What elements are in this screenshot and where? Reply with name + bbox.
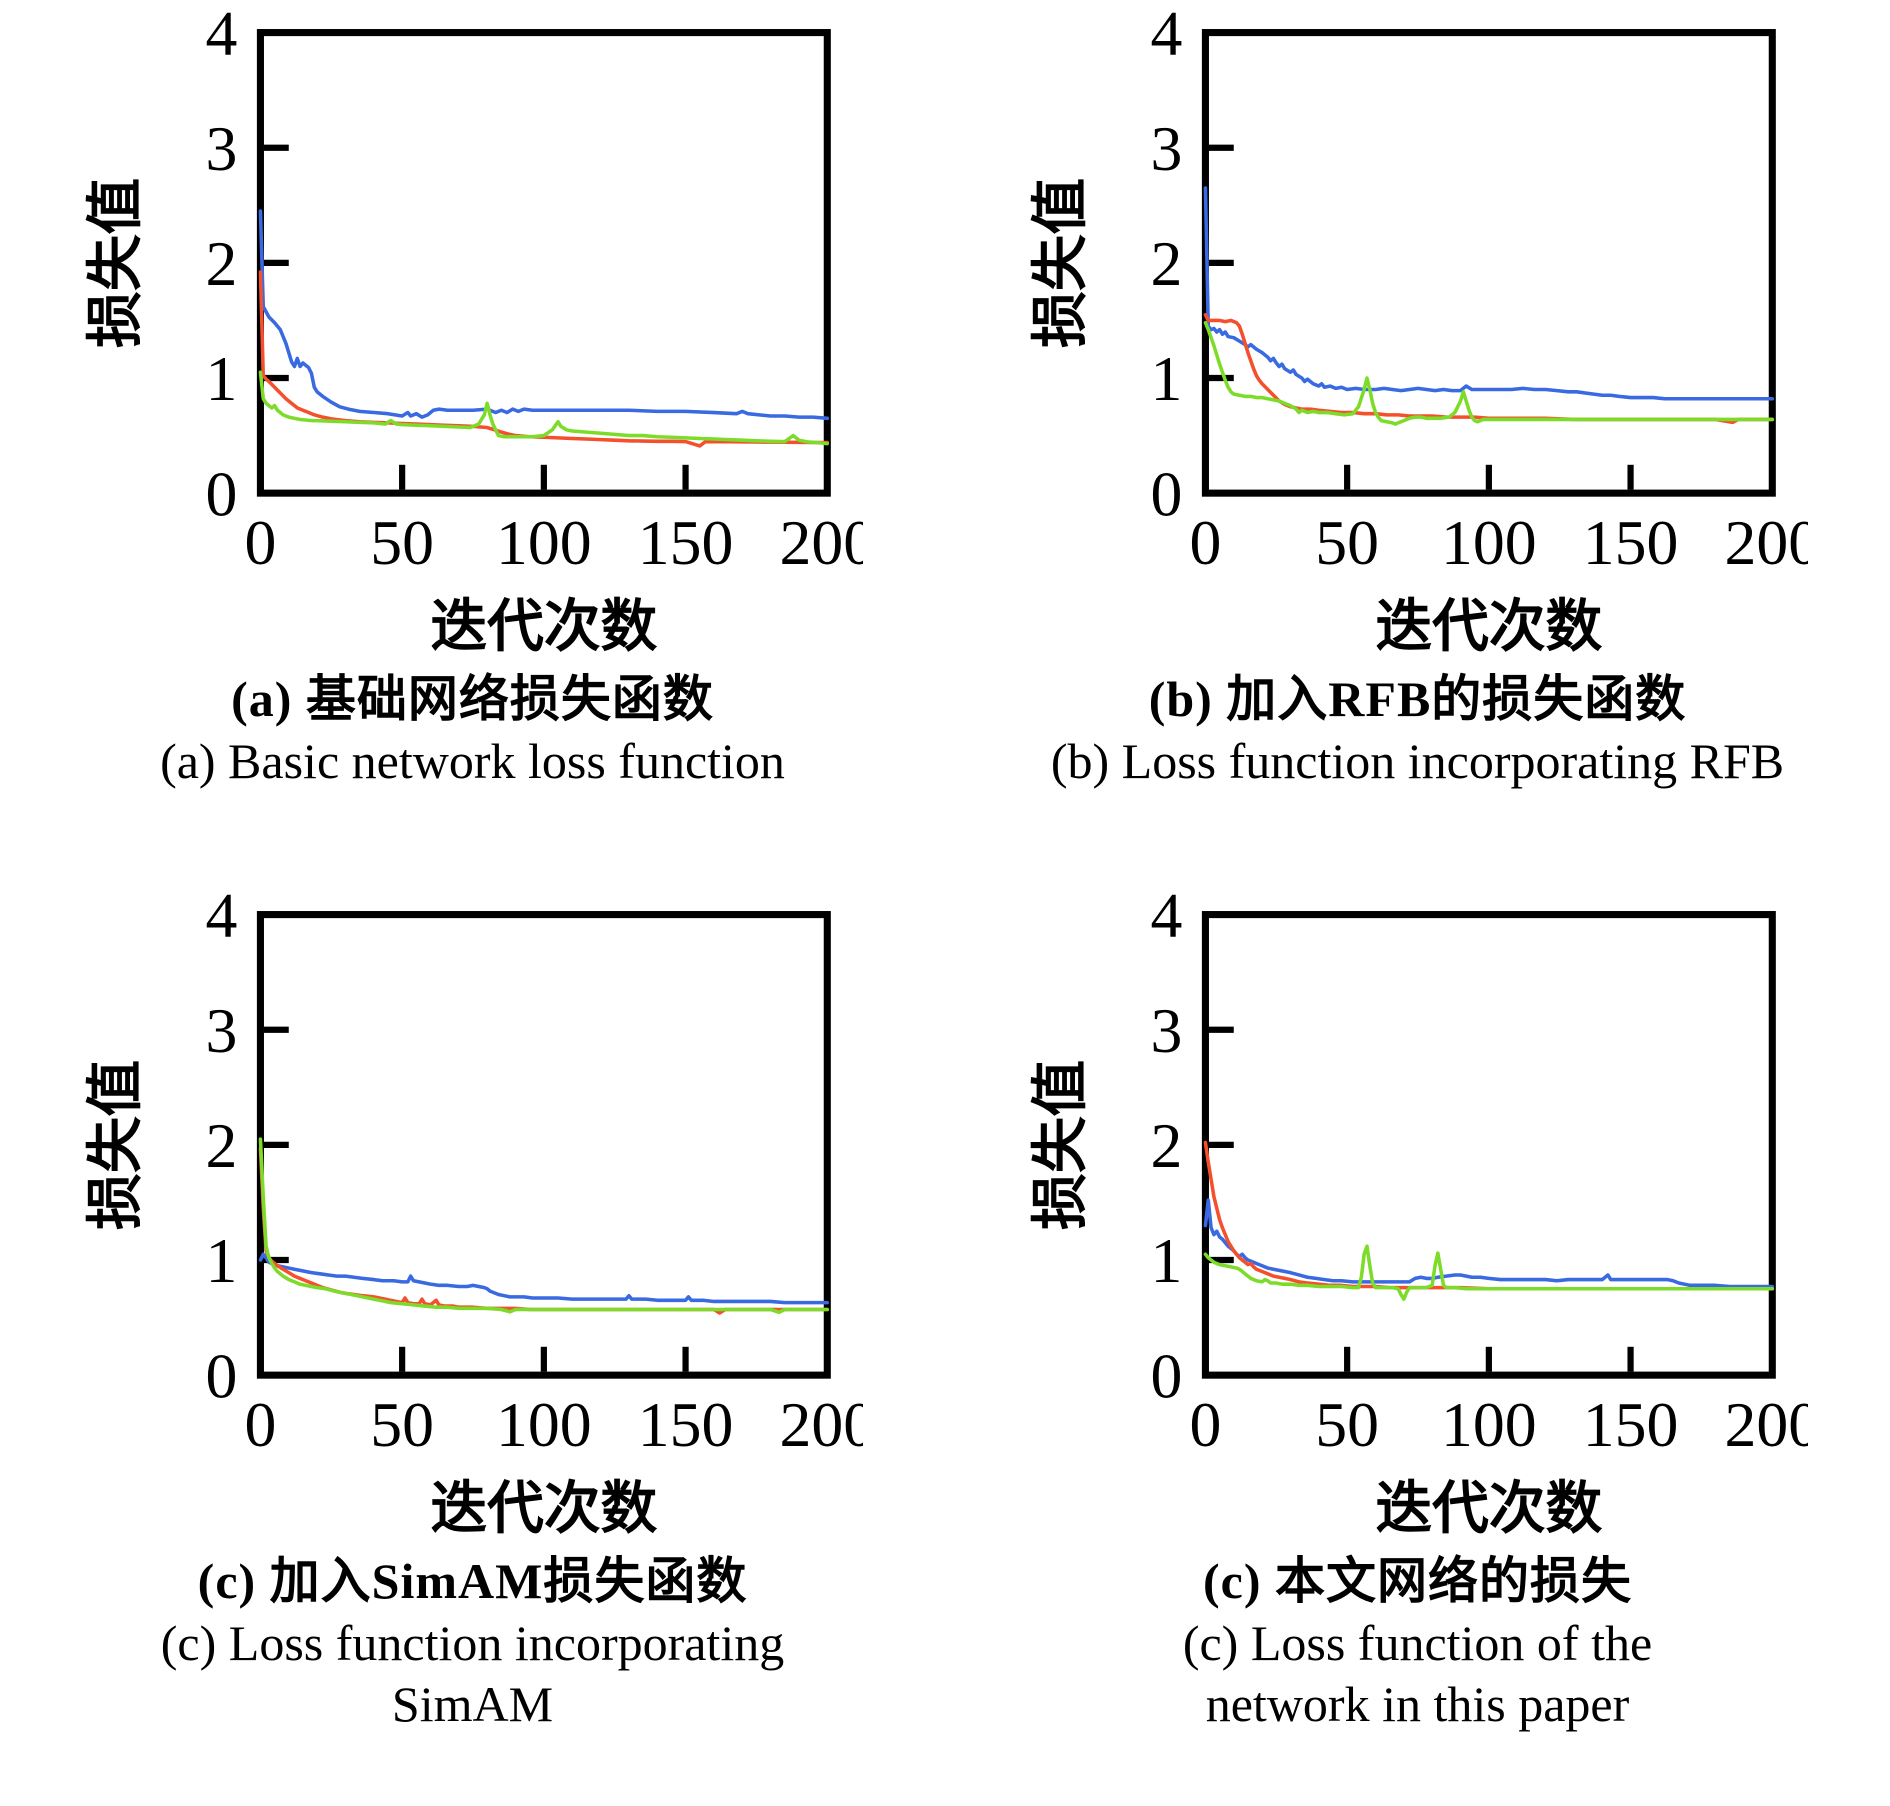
y-tick-label: 2 [1150,228,1182,299]
x-axis-label: 迭代次数 [1375,1477,1602,1539]
caption-b: (b) 加入RFB的损失函数 (b) Loss function incorpo… [945,667,1890,792]
x-tick-label: 200 [1724,507,1808,578]
y-tick-label: 3 [1150,995,1182,1066]
blue-loss-curve [258,1252,829,1305]
caption-d-en-line1: (c) Loss function of the [1182,1615,1653,1671]
caption-a-en-line1: (a) Basic network loss function [160,733,785,789]
loss-chart-a: 0 50 100 150 200 0 1 2 3 4 迭代次数 损失值 [84,6,863,657]
panel-d: 0 50 100 150 200 0 1 2 3 4 迭代次数 损失值 (c) 本文网络的损失 (c)… [945,888,1890,1735]
x-tick-label: 50 [370,1389,434,1460]
plot-frame [256,29,831,497]
plot-frame [1201,911,1776,1379]
y-tick-label: 2 [205,1110,237,1181]
green-loss-curve [258,370,829,446]
y-axis-label: 损失值 [1029,1060,1092,1230]
caption-d-en-line2: network in this paper [1205,1676,1630,1732]
y-axis-label: 损失值 [84,1060,147,1230]
x-tick-label: 0 [1189,1389,1221,1460]
x-axis-label: 迭代次数 [430,1477,657,1539]
y-axis-label: 损失值 [1029,178,1092,348]
y-tick-label: 0 [1150,1340,1182,1411]
loss-chart-c: 0 50 100 150 200 0 1 2 3 4 迭代次数 损失值 [84,888,863,1539]
caption-b-en-line1: (b) Loss function incorporating RFB [1050,733,1785,789]
x-tick-label: 200 [779,507,863,578]
x-tick-label: 100 [496,1389,592,1460]
blue-loss-curve [1203,1198,1774,1289]
x-tick-label: 150 [1582,1389,1678,1460]
y-tick-label: 1 [205,343,237,414]
x-tick-label: 50 [370,507,434,578]
x-tick-label: 150 [637,507,733,578]
y-tick-label: 4 [1150,6,1182,69]
caption-d: (c) 本文网络的损失 (c) Loss function of the net… [945,1549,1890,1735]
x-tick-label: 50 [1315,507,1379,578]
x-axis-label: 迭代次数 [1375,595,1602,657]
green-loss-curve [1203,320,1774,426]
panel-c: 0 50 100 150 200 0 1 2 3 4 迭代次数 损失值 (c) 加入SimAM损失函数… [0,888,945,1735]
y-tick-label: 0 [205,1340,237,1411]
x-tick-label: 0 [244,1389,276,1460]
y-tick-label: 2 [205,228,237,299]
y-tick-label: 1 [1150,343,1182,414]
caption-b-zh: (b) 加入RFB的损失函数 [1148,671,1687,727]
plot-frame [256,911,831,1379]
blue-loss-curve [258,209,829,421]
y-tick-label: 4 [205,888,237,951]
panel-b: 0 50 100 150 200 0 1 2 3 4 迭代次数 损失值 (b) 加入RFB的损失函数 … [945,6,1890,792]
caption-a: (a) 基础网络损失函数 (a) Basic network loss func… [0,667,945,792]
green-loss-curve [1203,1244,1774,1301]
x-tick-label: 200 [779,1389,863,1460]
caption-c-zh: (c) 加入SimAM损失函数 [197,1553,748,1609]
y-tick-label: 3 [1150,113,1182,184]
loss-curves-figure: 05010015020001234迭代次数损失值 (a) 基础网络损失函数 (a… [0,6,1890,1735]
loss-chart-b: 0 50 100 150 200 0 1 2 3 4 迭代次数 损失值 [1029,6,1808,657]
y-tick-label: 2 [1150,1110,1182,1181]
x-tick-label: 150 [1582,507,1678,578]
x-tick-label: 0 [244,507,276,578]
x-tick-label: 200 [1724,1389,1808,1460]
caption-c: (c) 加入SimAM损失函数 (c) Loss function incorp… [0,1549,945,1735]
plot-frame [1201,29,1776,497]
caption-d-zh: (c) 本文网络的损失 [1203,1553,1632,1609]
y-tick-label: 1 [205,1225,237,1296]
red-loss-curve [258,270,829,448]
y-axis-label: 损失值 [84,178,147,348]
x-tick-label: 0 [1189,507,1221,578]
x-tick-label: 100 [496,507,592,578]
y-tick-label: 3 [205,995,237,1066]
red-loss-curve [258,1146,829,1315]
y-tick-label: 1 [1150,1225,1182,1296]
caption-a-zh: (a) 基础网络损失函数 [231,671,714,727]
x-tick-label: 100 [1441,507,1537,578]
y-tick-label: 4 [1150,888,1182,951]
green-loss-curve [258,1137,829,1315]
y-tick-label: 0 [205,458,237,529]
x-tick-label: 150 [637,1389,733,1460]
red-loss-curve [1203,1140,1774,1291]
x-tick-label: 50 [1315,1389,1379,1460]
y-tick-label: 4 [205,6,237,69]
caption-c-en-line2: SimAM [391,1676,554,1732]
blue-loss-curve [1203,186,1774,401]
panel-a: 0 50 100 150 200 0 1 2 3 4 迭代次数 损失值 (a) 基础网络损失函数 (a… [0,6,945,792]
caption-c-en-line1: (c) Loss function incorporating [160,1615,785,1671]
x-tick-label: 100 [1441,1389,1537,1460]
x-axis-label: 迭代次数 [430,595,657,657]
y-tick-label: 0 [1150,458,1182,529]
y-tick-label: 3 [205,113,237,184]
loss-chart-d: 0 50 100 150 200 0 1 2 3 4 迭代次数 损失值 [1029,888,1808,1539]
